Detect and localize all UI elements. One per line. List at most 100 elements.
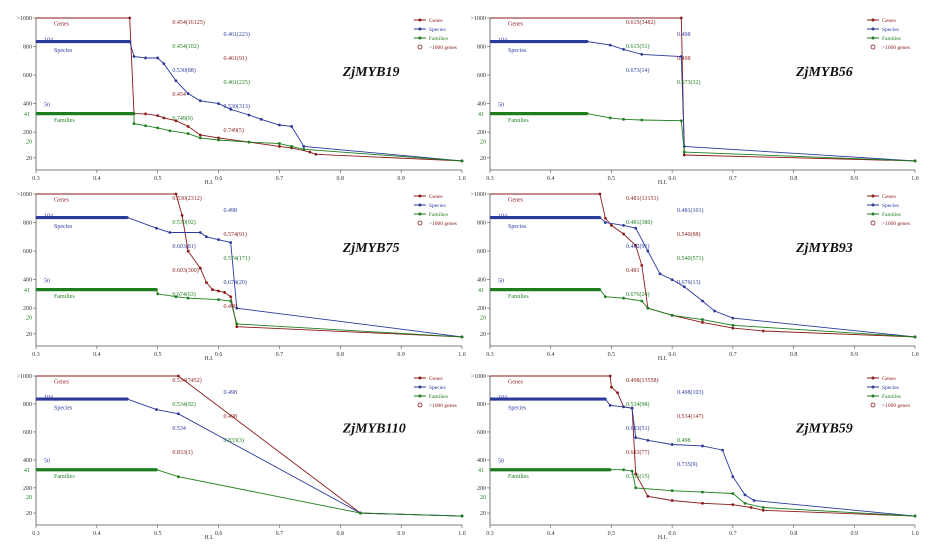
data-point (913, 159, 917, 163)
series-side-label: 50 (44, 102, 50, 108)
x-tick-label: 0.8 (337, 352, 345, 358)
legend-marker (871, 212, 875, 216)
data-point (701, 490, 704, 494)
data-point (670, 489, 674, 493)
data-point (186, 125, 190, 128)
data-point (144, 112, 147, 116)
chart-panel: 0.3 0.4 0.5 0.6 0.7 0.8 0.9 1.0 H.I. >1000 800 600 4… (471, 192, 919, 362)
legend-label: Families (429, 212, 448, 218)
series-side-label: 41 (478, 288, 484, 294)
series-side-label: Species (54, 48, 73, 54)
data-point (358, 511, 362, 515)
y-tick-label: >1000 (471, 192, 486, 198)
legend-label: Species (882, 203, 899, 209)
series-side-label: Genes (508, 198, 524, 204)
annotation-label: 0.530(313) (223, 103, 250, 110)
annotation-label: 0.498 (677, 56, 691, 62)
y-tick-label: 600 (23, 430, 32, 436)
series-line-families (490, 113, 916, 162)
data-point (603, 397, 607, 401)
series-side-label: Genes (54, 22, 70, 28)
y-tick-label: 200 (477, 306, 486, 312)
data-point (205, 235, 208, 239)
data-point (608, 374, 612, 378)
data-point (128, 16, 132, 20)
data-point (913, 514, 917, 518)
annotation-label: 0.735(9) (677, 461, 698, 468)
legend-label: >1000 genes (882, 403, 910, 409)
data-point (177, 475, 180, 479)
y-tick-label: >1000 (17, 16, 32, 22)
y-tick-label: 400 (477, 102, 486, 108)
x-axis-label: H.I. (658, 180, 668, 186)
y-tick-label: 800 (23, 45, 32, 51)
data-point (162, 116, 166, 120)
data-point (229, 295, 233, 299)
legend-label: >1000 genes (429, 403, 457, 409)
annotation-label: 0.498 (223, 304, 237, 310)
x-tick-label: 0.4 (93, 176, 101, 182)
data-point (144, 56, 147, 60)
data-point (223, 291, 227, 294)
data-point (598, 288, 602, 292)
data-point (622, 405, 625, 409)
annotation-label: 0.603(300) (172, 267, 199, 274)
data-point (701, 501, 704, 505)
data-point (186, 249, 190, 253)
data-point (278, 142, 281, 145)
data-point (670, 499, 674, 502)
legend-label: Genes (882, 18, 896, 24)
data-point (302, 147, 306, 151)
y-tick-label: 400 (477, 458, 486, 464)
series-side-label: 50 (44, 459, 50, 465)
annotation-label: 0.534(92) (172, 401, 196, 408)
data-point (646, 249, 650, 253)
x-tick-label: 0.7 (729, 176, 737, 182)
x-axis-label: H.I. (204, 180, 214, 186)
annotation-label: 0.674(63) (172, 291, 196, 298)
data-point (731, 492, 735, 495)
data-point (646, 438, 650, 442)
annotation-label: 0.530(2312) (172, 195, 202, 202)
legend-label: Families (882, 394, 901, 400)
annotation-label: 0.481 (626, 268, 640, 274)
x-tick-label: 0.9 (851, 352, 859, 358)
legend-marker (418, 212, 422, 216)
legend-marker (418, 376, 422, 380)
legend-open-marker (870, 44, 876, 50)
x-tick-label: 0.9 (851, 531, 859, 537)
data-point (278, 145, 281, 148)
legend-label: Genes (882, 376, 896, 382)
annotation-label: 0.481(101) (677, 207, 704, 214)
annotation-label: 0.534(7452) (172, 377, 202, 384)
panel-title: ZjMYB19 (342, 65, 400, 80)
data-point (186, 92, 190, 96)
panel-title: ZjMYB93 (795, 241, 853, 256)
annotation-label: 0.534(98) (626, 401, 650, 408)
annotation-label: 0.498 (223, 414, 237, 420)
annotation-label: 0.540(88) (677, 231, 701, 238)
data-point (198, 99, 202, 103)
data-point (585, 112, 589, 116)
data-point (608, 43, 612, 47)
legend-open-marker (870, 220, 876, 226)
x-tick-label: 0.4 (547, 352, 555, 358)
data-point (731, 326, 735, 330)
data-point (731, 323, 735, 327)
series-side-label: Families (54, 118, 75, 124)
data-point (132, 122, 136, 125)
annotation-label: 0.683(51) (626, 425, 650, 432)
data-point (460, 335, 464, 339)
y-tick-label: 400 (23, 102, 32, 108)
data-point (640, 299, 644, 303)
data-point (679, 119, 683, 123)
series-side-label: 20 (480, 495, 486, 501)
x-tick-label: 0.7 (276, 176, 284, 182)
data-point (585, 40, 589, 43)
legend-marker (871, 385, 875, 389)
data-point (598, 216, 602, 219)
series-line-genes (490, 193, 916, 338)
annotation-label: 0.498 (677, 438, 691, 444)
data-point (731, 475, 735, 479)
x-tick-label: 0.5 (608, 176, 616, 182)
